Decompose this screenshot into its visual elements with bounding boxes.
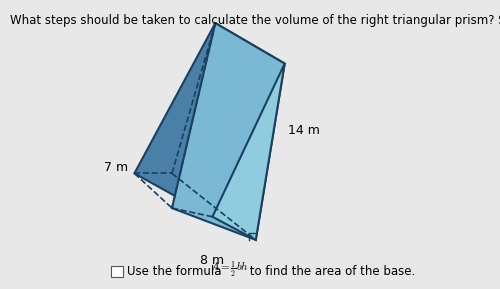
Polygon shape <box>112 266 123 277</box>
Polygon shape <box>212 64 284 240</box>
Text: $A = \frac{1}{2}bh$: $A = \frac{1}{2}bh$ <box>210 260 248 279</box>
Text: What steps should be taken to calculate the volume of the right triangular prism: What steps should be taken to calculate … <box>10 14 500 27</box>
Text: to find the area of the base.: to find the area of the base. <box>246 265 415 278</box>
Polygon shape <box>134 23 284 217</box>
Polygon shape <box>172 23 284 240</box>
Text: 14 m: 14 m <box>288 124 320 136</box>
Text: Use the formula: Use the formula <box>127 265 226 278</box>
Text: 7 m: 7 m <box>104 161 128 174</box>
Text: 8 m: 8 m <box>200 254 224 266</box>
